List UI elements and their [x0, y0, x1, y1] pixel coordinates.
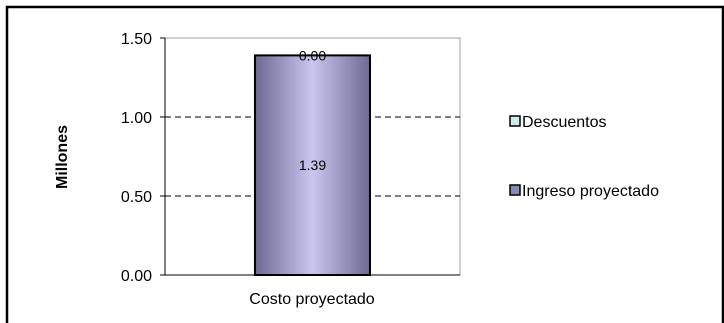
legend-swatch: [509, 115, 521, 127]
legend-swatch: [509, 184, 521, 196]
y-tick-label: 1.50: [121, 31, 152, 48]
y-tick-label: 0.50: [121, 189, 152, 206]
legend-label: Ingreso proyectado: [522, 183, 659, 200]
grid-lines: [165, 116, 460, 197]
data-label: 0.00: [299, 47, 326, 63]
bars: [253, 54, 372, 276]
bar-ingreso-proyectado: [253, 54, 372, 276]
data-labels: 1.39 0.00: [299, 47, 326, 173]
y-ticks: 0.00 0.50 1.00 1.50: [121, 31, 165, 285]
y-tick-label: 1.00: [121, 110, 152, 127]
legend: Descuentos Ingreso proyectado: [509, 114, 659, 200]
y-tick-label: 0.00: [121, 268, 152, 285]
x-tick-label: Costo proyectado: [249, 291, 375, 308]
y-axis-title: Millones: [54, 125, 71, 189]
data-label: 1.39: [299, 157, 326, 173]
legend-label: Descuentos: [522, 114, 607, 131]
